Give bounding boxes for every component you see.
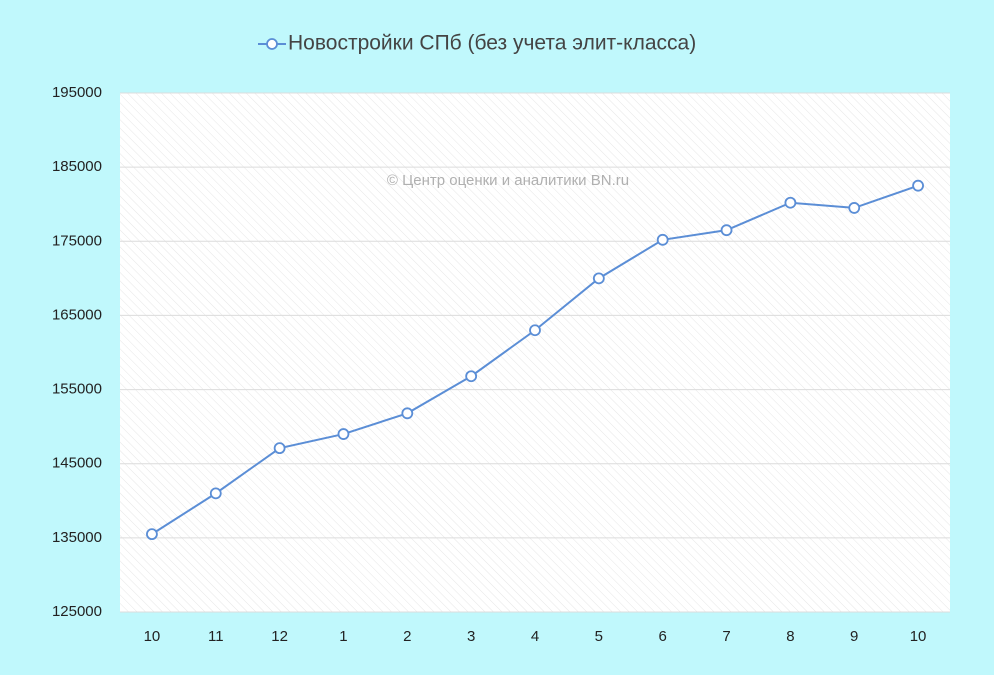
- x-tick-label: 9: [850, 628, 858, 645]
- point: [146, 528, 158, 541]
- x-tick-label: 12: [271, 628, 288, 645]
- y-tick-label: 175000: [52, 232, 102, 249]
- point: [273, 442, 286, 455]
- legend-marker: [266, 38, 278, 50]
- y-tick-label: 145000: [52, 455, 102, 472]
- point: [784, 196, 797, 209]
- point: [720, 224, 733, 237]
- point: [848, 202, 861, 214]
- x-tick-label: 6: [659, 628, 667, 645]
- point: [592, 272, 605, 285]
- point: [209, 487, 222, 500]
- point: [465, 370, 478, 383]
- x-tick-label: 10: [144, 628, 161, 645]
- y-tick-label: 195000: [52, 84, 102, 101]
- x-tick-label: 8: [786, 628, 794, 645]
- x-tick-label: 10: [910, 628, 927, 645]
- x-tick-label: 1: [339, 628, 347, 645]
- y-tick-label: 155000: [52, 381, 102, 398]
- x-tick-label: 3: [467, 628, 475, 645]
- y-tick-label: 165000: [52, 306, 102, 323]
- point: [337, 428, 350, 440]
- x-tick-label: 5: [595, 628, 603, 645]
- point: [401, 407, 414, 420]
- point: [912, 179, 924, 192]
- x-tick-label: 11: [208, 628, 224, 645]
- x-tick-label: 4: [531, 628, 539, 645]
- point: [529, 324, 541, 337]
- legend-label: Новостройки СПб (без учета элит-класса): [288, 32, 696, 55]
- x-tick-label: 7: [722, 628, 730, 645]
- y-tick-label: 125000: [52, 603, 102, 620]
- watermark: © Центр оценки и аналитики BN.ru: [387, 172, 629, 189]
- y-tick-label: 185000: [52, 158, 102, 175]
- point: [656, 233, 669, 246]
- x-tick-label: 2: [403, 628, 411, 645]
- y-tick-label: 135000: [52, 529, 102, 546]
- plot-area: [120, 93, 950, 612]
